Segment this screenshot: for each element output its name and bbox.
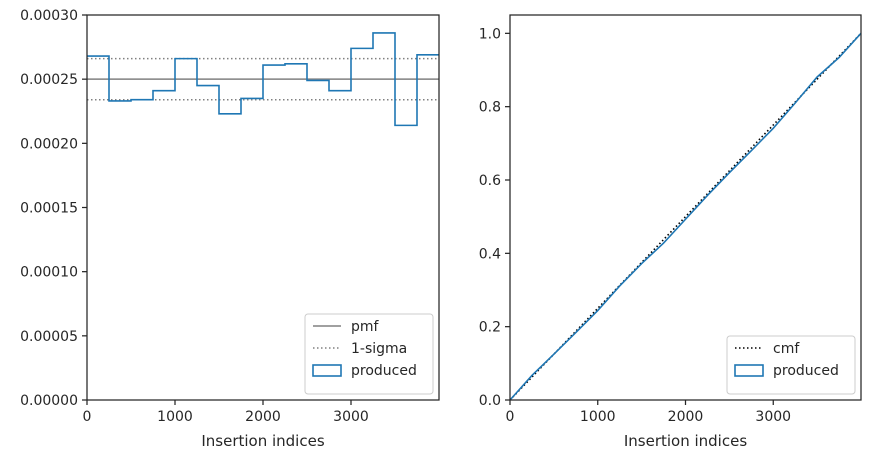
x-tick-label: 0 [83, 409, 92, 425]
legend-label: produced [351, 363, 417, 379]
x-tick-label: 3000 [755, 409, 791, 425]
series-produced [509, 32, 862, 401]
legend-label: 1-sigma [351, 341, 407, 357]
x-axis-label: Insertion indices [624, 432, 747, 450]
y-tick-label: 0.6 [479, 173, 501, 189]
y-tick-label: 0.0 [479, 393, 501, 409]
legend-swatch-produced [312, 364, 342, 377]
y-tick-label: 0.8 [479, 100, 501, 116]
y-tick-label: 0.4 [479, 246, 501, 262]
x-tick-label: 3000 [333, 409, 369, 425]
series-produced [87, 32, 439, 127]
x-tick-label: 1000 [580, 409, 616, 425]
x-tick-label: 2000 [245, 409, 281, 425]
y-tick-label: 0.00025 [20, 72, 78, 88]
x-tick-label: 1000 [157, 409, 193, 425]
y-tick-label: 0.00030 [20, 8, 78, 24]
legend-box [304, 313, 434, 395]
y-tick-label: 0.00015 [20, 201, 78, 217]
legend-swatch-produced [734, 364, 764, 377]
x-tick-label: 0 [506, 409, 515, 425]
y-tick-label: 1.0 [479, 26, 501, 42]
y-tick-label: 0.00010 [20, 265, 78, 281]
right-chart-cmf: 0 1000 2000 3000 0.0 0.2 0.4 0.6 0.8 1.0 Insertion… [479, 14, 862, 450]
y-tick-label: 0.2 [479, 320, 501, 336]
left-chart-pmf: 0 1000 2000 3000 0.00000 0.00005 0.00010 0.0001… [20, 8, 440, 450]
legend-label: produced [773, 363, 839, 379]
y-tick-label: 0.00020 [20, 136, 78, 152]
x-axis-label: Insertion indices [201, 432, 324, 450]
legend-box [726, 335, 856, 395]
y-tick-label: 0.00005 [20, 329, 78, 345]
y-tick-label: 0.00000 [20, 393, 78, 409]
x-tick-label: 2000 [668, 409, 704, 425]
legend-label: pmf [351, 319, 380, 335]
legend-label: cmf [773, 341, 800, 357]
